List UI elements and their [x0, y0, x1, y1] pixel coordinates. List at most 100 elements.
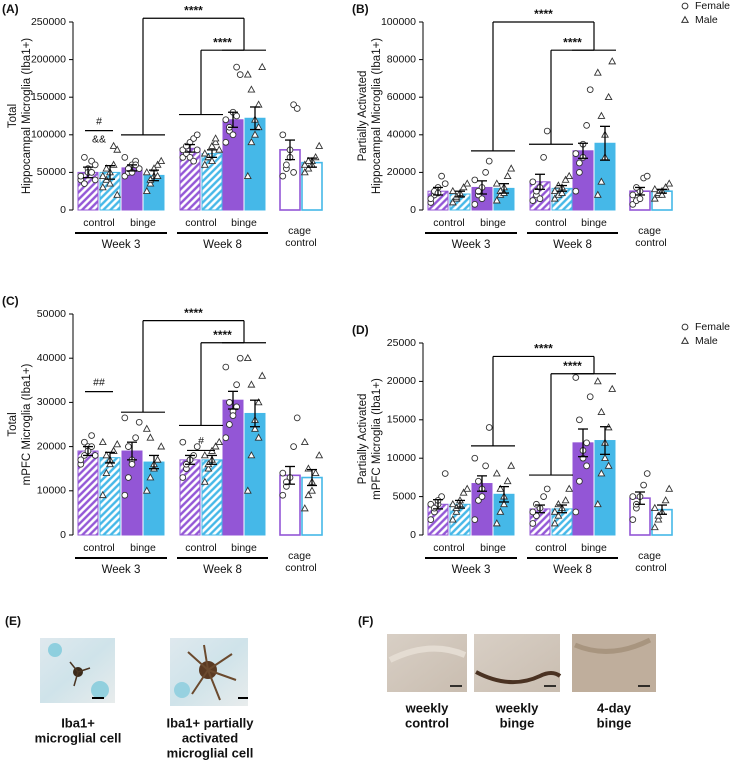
data-point [463, 179, 472, 187]
error-bar [657, 188, 667, 194]
data-point [543, 127, 551, 135]
data-point [77, 172, 85, 180]
data-point [661, 496, 670, 504]
significance: **** [184, 306, 203, 320]
data-point [438, 172, 445, 180]
data-point [507, 461, 516, 469]
data-point [200, 160, 209, 168]
label-line: cage [288, 225, 314, 237]
data-point [311, 468, 320, 476]
y-tick-label: 50000 [37, 308, 66, 320]
data-point [88, 432, 95, 439]
panel-label: (E) [5, 614, 21, 628]
y-tick-label: 30000 [37, 396, 66, 408]
caption: activated [182, 730, 238, 745]
data-point [597, 111, 606, 119]
data-point [193, 146, 201, 154]
data-point [583, 122, 590, 129]
y-axis-title: Partially Activated [357, 71, 369, 162]
data-point [536, 195, 544, 203]
legend-label: Male [695, 14, 718, 26]
error-bar [499, 183, 509, 194]
data-point [300, 168, 309, 176]
data-point [572, 374, 580, 381]
data-point [142, 168, 151, 176]
data-point [279, 491, 287, 499]
data-point [650, 503, 659, 511]
data-point [102, 468, 111, 476]
data-point [529, 508, 537, 516]
label-line: cage [638, 225, 664, 237]
y-tick-label: 40000 [387, 129, 416, 141]
data-point [448, 198, 457, 206]
data-point [157, 156, 166, 164]
data-point [533, 500, 540, 508]
data-point [492, 519, 501, 527]
label-line: control [285, 237, 317, 249]
data-point [200, 451, 209, 459]
data-point [142, 186, 151, 195]
data-point [251, 424, 259, 432]
legend-marker [680, 336, 690, 344]
data-point [604, 92, 613, 101]
data-point [233, 381, 240, 389]
error-bar [307, 157, 317, 168]
data-point [643, 470, 651, 477]
error-bar [207, 454, 217, 465]
y-tick-label: 100000 [31, 129, 66, 141]
data-point [586, 393, 594, 401]
data-point [492, 469, 501, 477]
data-point [113, 145, 122, 153]
data-point [290, 443, 297, 450]
data-point [211, 137, 220, 146]
group-label: Week 8 [203, 564, 242, 576]
data-point [98, 171, 107, 180]
data-point [258, 62, 267, 70]
data-point [572, 150, 580, 157]
data-point [98, 437, 107, 446]
data-point [77, 456, 85, 464]
data-point [98, 490, 107, 499]
micrograph [387, 634, 467, 692]
data-point [179, 438, 187, 446]
data-point [597, 177, 606, 185]
data-point [193, 443, 201, 450]
legend-label: Female [695, 321, 730, 333]
error-bar [433, 499, 443, 510]
significance: **** [184, 3, 203, 17]
significance: **** [534, 342, 553, 356]
data-point [300, 437, 309, 446]
data-point [279, 469, 287, 477]
data-point [654, 515, 663, 523]
data-point [565, 171, 574, 180]
data-point [629, 493, 637, 500]
data-point [629, 516, 637, 523]
data-point [254, 398, 263, 406]
data-point [471, 516, 479, 523]
caption: microglial cell [35, 730, 122, 745]
data-point [208, 141, 216, 149]
error-bar [635, 491, 645, 505]
error-bar [535, 504, 545, 514]
x-tick-label: binge [480, 217, 506, 229]
group-label: Week 3 [102, 564, 141, 576]
data-point [496, 484, 505, 492]
data-point [485, 157, 493, 165]
error-bar [557, 504, 567, 514]
data-point [142, 424, 151, 432]
data-point [576, 416, 583, 424]
legend-marker [681, 323, 689, 331]
data-point [308, 486, 316, 494]
group-label: Week 3 [102, 239, 141, 251]
data-point [572, 187, 580, 195]
data-point [222, 138, 230, 146]
data-point [106, 459, 114, 468]
x-tick-label: cage control [635, 550, 667, 574]
label-line: control [285, 562, 317, 574]
data-point [452, 507, 461, 515]
data-point [81, 180, 88, 188]
data-point [608, 57, 617, 65]
data-point [629, 191, 637, 199]
data-point [91, 176, 99, 184]
data-point [427, 195, 435, 203]
